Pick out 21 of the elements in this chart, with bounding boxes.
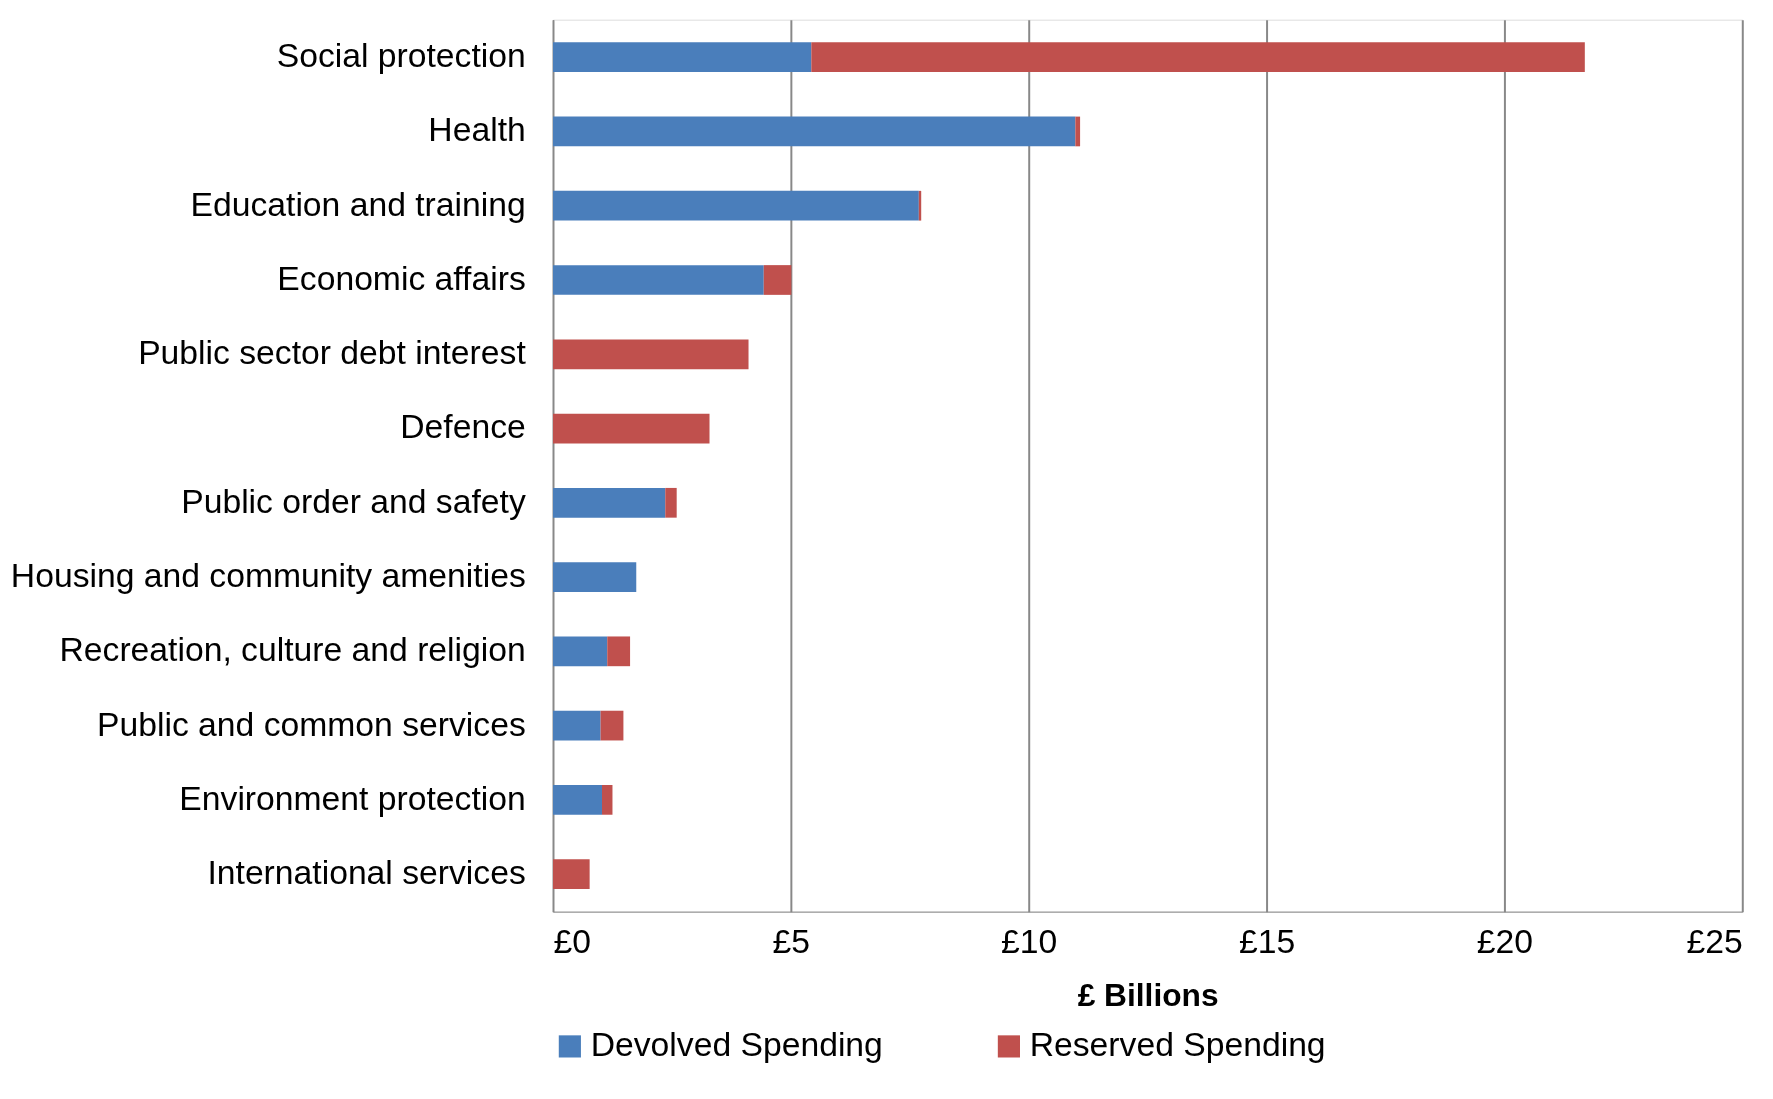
y-tick-label: Public and common services (96, 705, 526, 743)
x-axis-title: £ Billions (1077, 977, 1219, 1014)
y-tick-label: Environment protection (179, 779, 526, 817)
y-tick-label: Social protection (276, 37, 526, 75)
y-tick-label: Housing and community amenities (10, 556, 526, 594)
x-tick-label: £15 (1238, 922, 1296, 960)
x-tick-label: £10 (1001, 922, 1058, 960)
x-tick-label: £0 (553, 922, 591, 960)
legend-label: Devolved Spending (590, 1026, 883, 1064)
y-tick-label: Public sector debt interest (138, 334, 527, 372)
y-tick-label: Economic affairs (277, 259, 526, 297)
y-tick-label: Recreation, culture and religion (59, 631, 526, 669)
y-tick-label: Education and training (190, 185, 526, 223)
x-tick-label: £25 (1686, 922, 1743, 960)
y-tick-label: Health (428, 111, 526, 149)
x-tick-label: £5 (772, 922, 811, 960)
y-tick-label: Public order and safety (181, 482, 526, 520)
y-tick-label: Defence (400, 408, 526, 446)
y-tick-label: International services (207, 854, 526, 892)
legend-label: Reserved Spending (1029, 1026, 1326, 1064)
x-tick-label: £20 (1476, 922, 1534, 960)
